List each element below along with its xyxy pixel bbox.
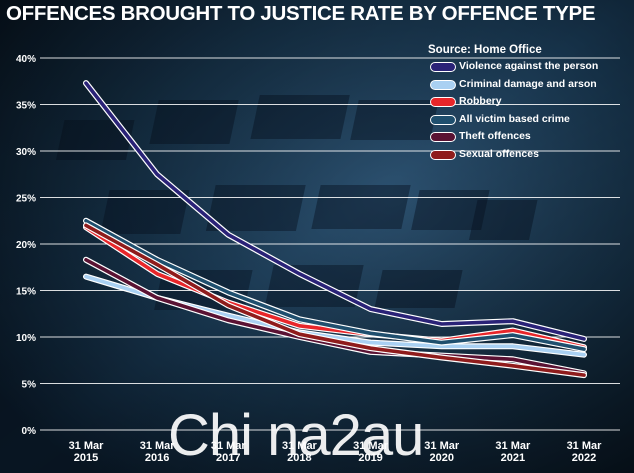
- legend-item-all-victim: All victim based crime: [418, 112, 614, 130]
- series-line-sexual-offences: [84, 223, 586, 377]
- legend-swatch-sexual: [430, 149, 456, 160]
- x-tick-label: 2022: [572, 452, 596, 464]
- legend-item-robbery: Robbery: [418, 94, 614, 112]
- y-tick-label: 30%: [16, 147, 36, 158]
- legend-item-theft: Theft offences: [418, 129, 614, 147]
- source-label: Source: Home Office: [428, 44, 542, 56]
- x-tick-label: 31 Mar: [69, 440, 105, 452]
- y-tick-label: 40%: [16, 54, 36, 65]
- x-tick-label: 2021: [501, 452, 525, 464]
- series-line-all-victim-based-crime: [84, 219, 586, 351]
- y-tick-label: 25%: [16, 194, 36, 205]
- series-line-violence-against-the-person: [84, 81, 586, 341]
- x-tick-label: 31 Mar: [140, 440, 176, 452]
- legend-label-all-victim: All victim based crime: [459, 112, 570, 125]
- y-axis: 0% 5% 10% 15% 20% 25% 30% 35% 40%: [16, 54, 36, 437]
- legend-item-violence: Violence against the person: [418, 59, 614, 77]
- legend-swatch-theft: [430, 132, 456, 142]
- legend-label-theft: Theft offences: [459, 130, 531, 142]
- x-tick-label: 31 Mar: [353, 440, 389, 452]
- x-tick-label: 2020: [429, 452, 453, 464]
- x-tick-label: 2016: [145, 452, 169, 464]
- x-tick-label: 31 Mar: [424, 440, 460, 452]
- series-line-robbery: [84, 225, 586, 350]
- legend-swatch-robbery: [430, 97, 456, 107]
- legend-item-sexual: Sexual offences: [418, 147, 614, 165]
- chart-title: OFFENCES BROUGHT TO JUSTICE RATE BY OFFE…: [6, 2, 596, 25]
- watermark: Chi na2au: [168, 403, 424, 468]
- legend-label-violence: Violence against the person: [459, 60, 599, 72]
- series-lines: [83, 80, 587, 379]
- y-tick-label: 20%: [16, 240, 36, 251]
- series-line-theft-offences: [84, 257, 586, 376]
- y-tick-label: 35%: [16, 101, 36, 112]
- y-tick-label: 0%: [22, 426, 37, 437]
- legend-swatch-violence: [430, 62, 456, 72]
- legend-label-robbery: Robbery: [459, 95, 502, 107]
- legend-item-criminal-damage: Criminal damage and arson: [418, 77, 614, 95]
- legend-label-criminal-damage: Criminal damage and arson: [459, 77, 597, 90]
- legend-label-sexual: Sexual offences: [459, 147, 539, 160]
- x-tick-label: 31 Mar: [495, 440, 531, 452]
- legend-swatch-criminal-damage: [430, 79, 456, 90]
- legend: Source: Home Office Violence against the…: [418, 44, 614, 164]
- y-tick-label: 5%: [22, 380, 37, 391]
- x-tick-label: 2019: [358, 452, 382, 464]
- x-tick-label: 2017: [216, 452, 240, 464]
- y-tick-label: 15%: [16, 287, 36, 298]
- legend-swatch-all-victim: [430, 114, 456, 125]
- y-tick-label: 10%: [16, 333, 36, 344]
- x-tick-label: 31 Mar: [211, 440, 247, 452]
- x-tick-label: 2015: [74, 452, 98, 464]
- x-tick-label: 31 Mar: [282, 440, 318, 452]
- x-tick-label: 31 Mar: [567, 440, 603, 452]
- x-tick-label: 2018: [287, 452, 311, 464]
